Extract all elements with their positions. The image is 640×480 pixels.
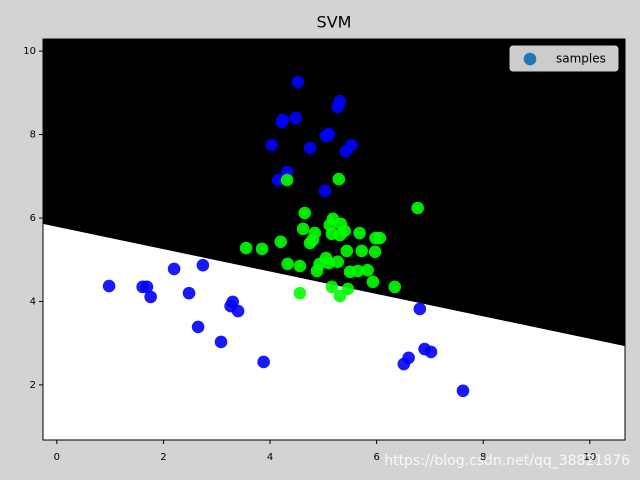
point	[271, 173, 285, 187]
point	[293, 286, 307, 300]
point	[231, 304, 245, 318]
point	[140, 280, 154, 294]
point	[257, 355, 270, 369]
point	[182, 286, 196, 300]
x-tick-label: 10	[583, 452, 596, 463]
point	[373, 231, 387, 245]
point	[413, 302, 427, 316]
point	[318, 184, 332, 198]
point	[333, 289, 347, 303]
point	[351, 264, 365, 278]
point	[303, 236, 317, 250]
y-tick-label: 10	[23, 46, 36, 57]
point	[333, 228, 347, 242]
point	[281, 257, 294, 271]
x-tick-label: 0	[54, 452, 60, 463]
point	[310, 264, 324, 278]
watermark: https://blog.csdn.net/qq_38821876	[384, 453, 630, 469]
point	[332, 172, 346, 186]
point	[325, 280, 339, 294]
legend-marker	[523, 52, 537, 66]
point	[102, 279, 116, 293]
y-tick-label: 2	[30, 380, 36, 391]
y-tick-label: 8	[30, 130, 36, 141]
y-tick-label: 4	[30, 296, 36, 307]
legend-box	[509, 45, 619, 72]
point	[366, 275, 380, 289]
point	[397, 357, 411, 371]
point	[265, 138, 278, 152]
point	[293, 259, 307, 273]
x-tick-label: 2	[160, 452, 166, 463]
point	[144, 290, 157, 304]
point	[456, 384, 470, 398]
point	[388, 280, 402, 294]
point	[167, 262, 181, 276]
point	[353, 226, 366, 240]
point	[411, 201, 424, 215]
chart-title: SVM	[317, 13, 352, 32]
point	[355, 244, 369, 258]
point	[303, 141, 317, 155]
legend-label: samples	[556, 52, 606, 66]
x-tick-label: 8	[480, 452, 486, 463]
axes-frame	[42, 38, 626, 441]
point	[339, 144, 353, 158]
x-tick-label: 6	[373, 452, 379, 463]
point	[255, 242, 269, 256]
point	[214, 335, 228, 349]
point	[239, 241, 253, 255]
point	[361, 263, 374, 277]
point	[280, 173, 294, 187]
point	[191, 320, 205, 334]
decision-region	[43, 39, 625, 347]
point	[331, 255, 345, 269]
point	[226, 295, 240, 309]
point	[296, 222, 310, 236]
x-tick-label: 4	[267, 452, 273, 463]
point	[424, 345, 438, 359]
point	[196, 258, 210, 272]
point	[298, 206, 311, 220]
point	[331, 100, 345, 114]
point	[319, 129, 333, 143]
point	[368, 245, 382, 259]
point	[291, 75, 305, 89]
point	[275, 115, 289, 129]
point	[340, 244, 354, 258]
point	[274, 235, 288, 249]
point	[289, 111, 302, 125]
y-tick-label: 6	[30, 213, 36, 224]
